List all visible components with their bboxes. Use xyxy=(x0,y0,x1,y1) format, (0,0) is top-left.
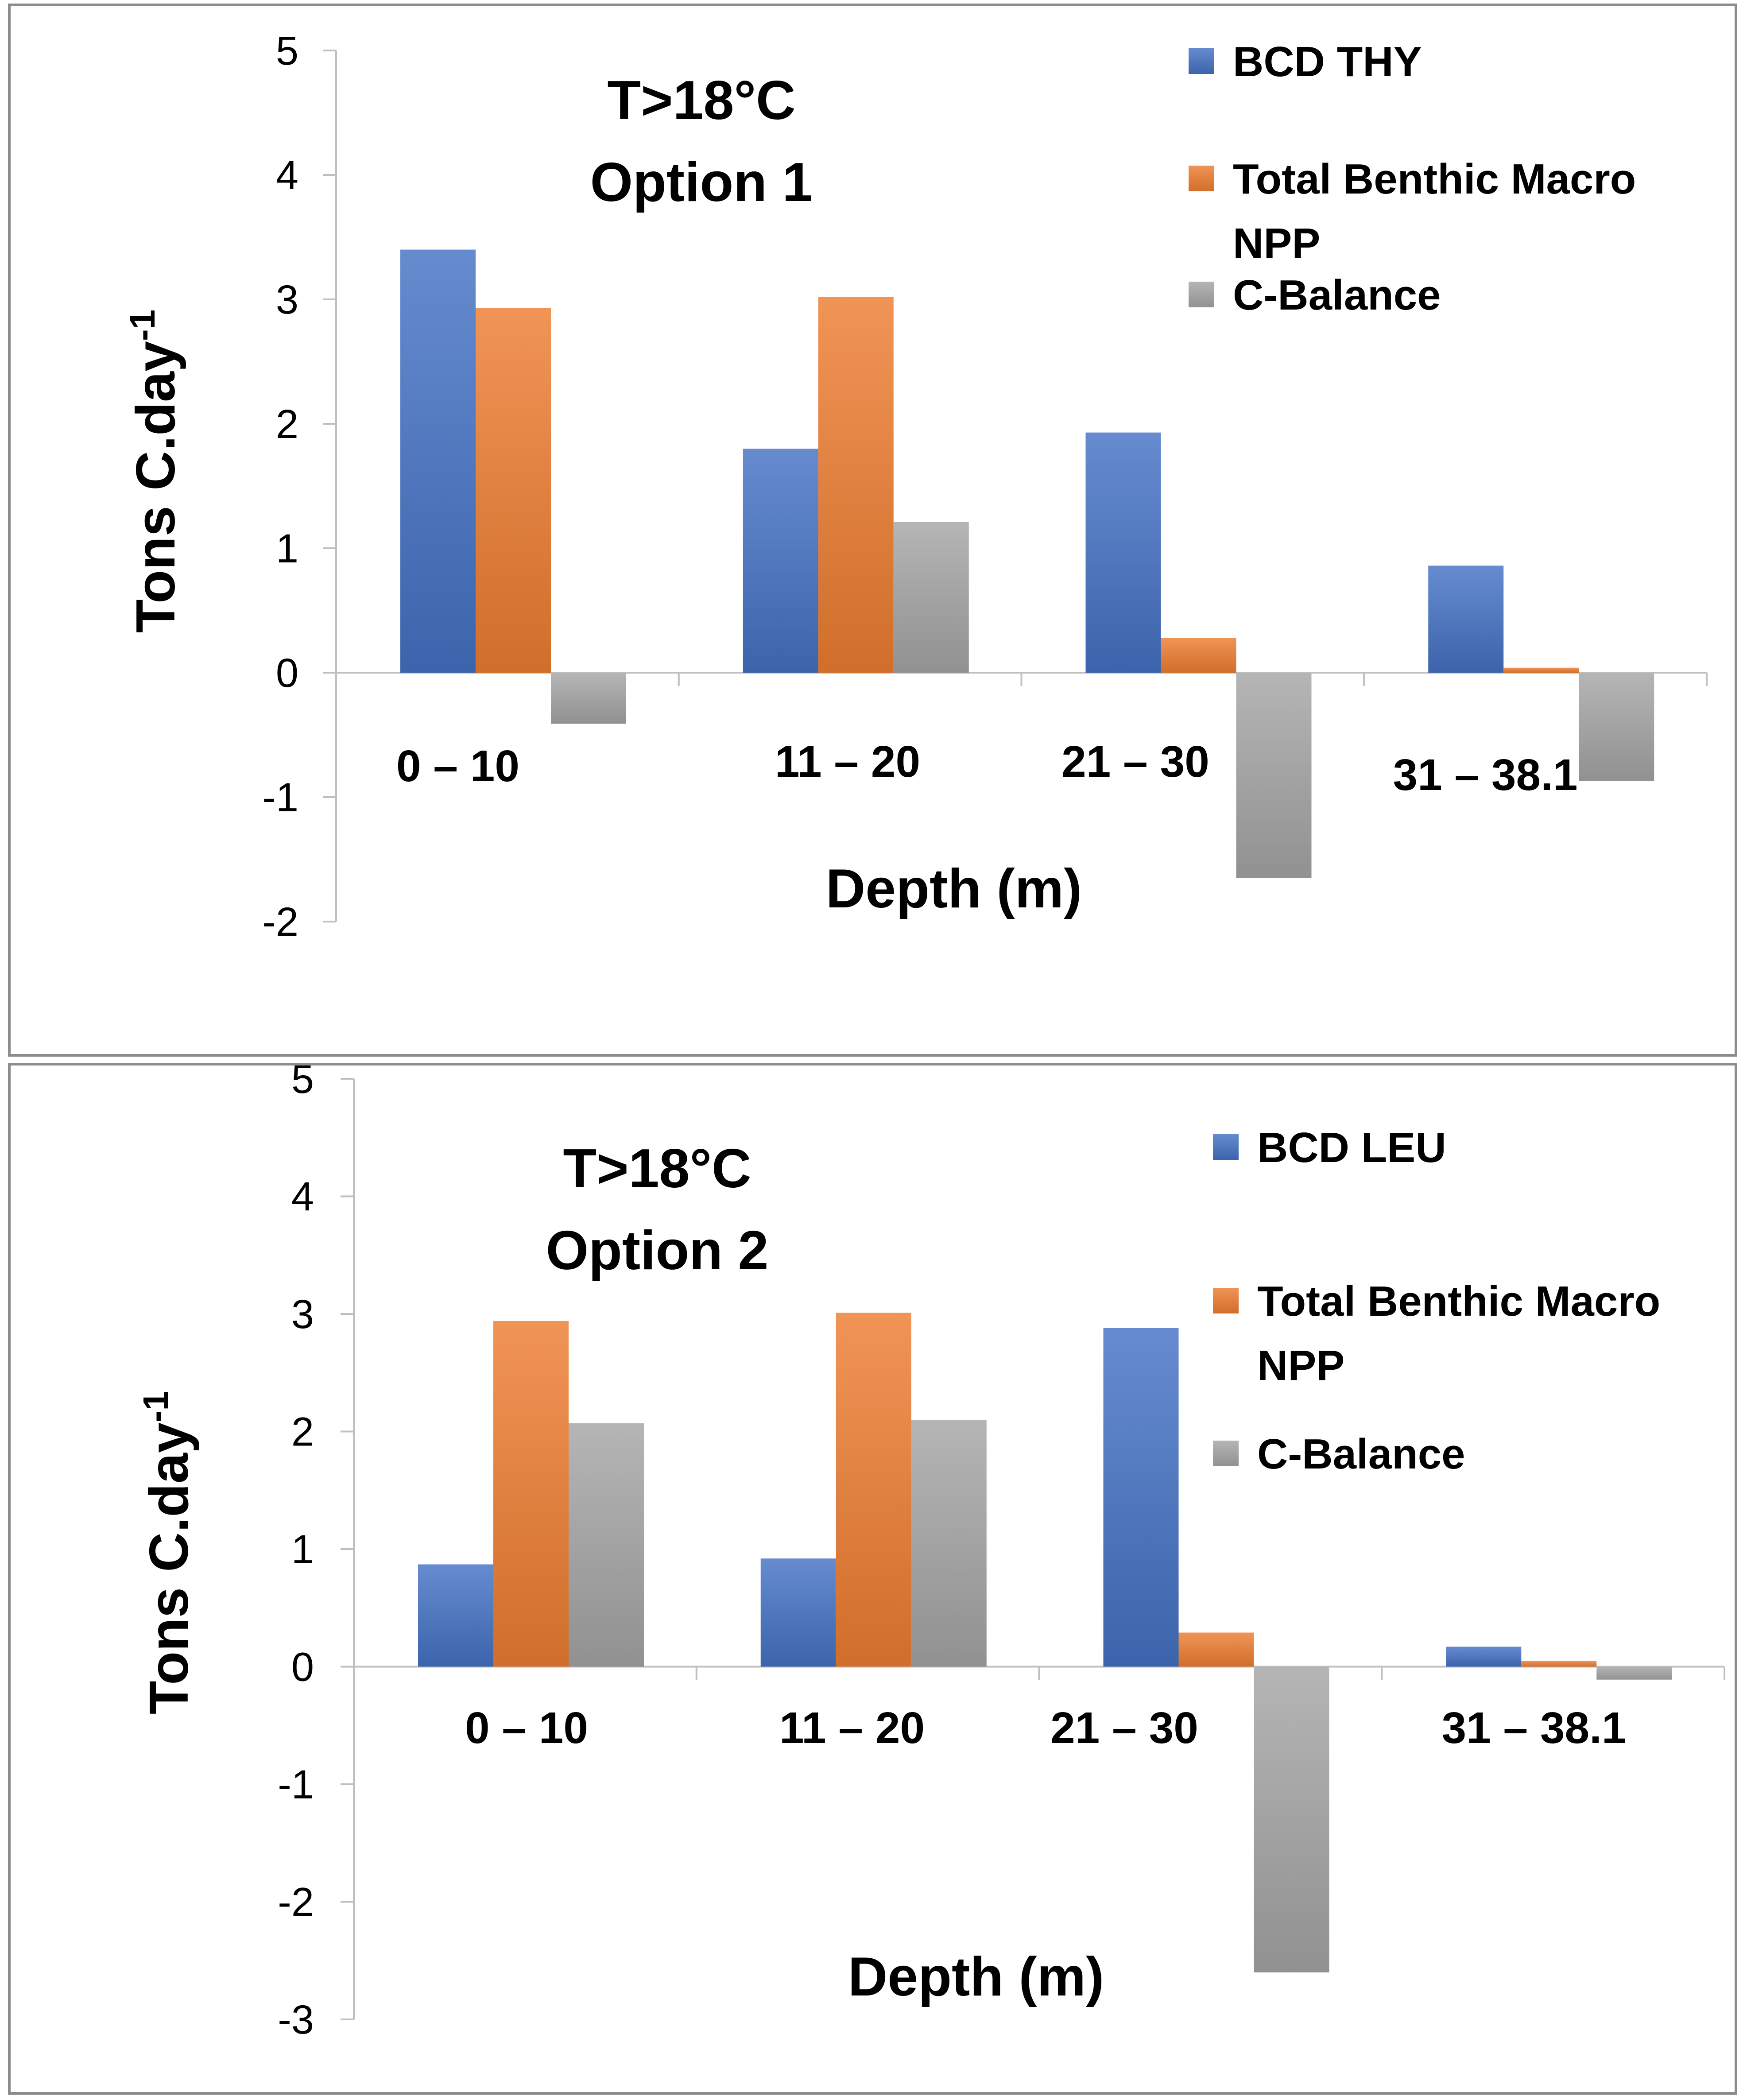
bar xyxy=(1446,1647,1522,1667)
bar xyxy=(1178,1632,1254,1667)
y-tick-label: 1 xyxy=(291,1527,314,1572)
legend-swatch xyxy=(1189,282,1214,307)
legend-label: Total Benthic Macro xyxy=(1257,1278,1660,1325)
y-tick-label: 2 xyxy=(291,1410,314,1455)
y-tick-label: 0 xyxy=(276,651,298,696)
x-category-label: 21 – 30 xyxy=(1050,1703,1198,1753)
bar xyxy=(1161,638,1236,673)
x-category-label: 0 – 10 xyxy=(465,1703,588,1753)
bar xyxy=(1596,1666,1672,1680)
bar xyxy=(911,1419,987,1667)
x-category-label: 0 – 10 xyxy=(396,741,519,791)
legend-label: BCD THY xyxy=(1233,38,1422,85)
chart-title: T>18°C xyxy=(563,1138,751,1199)
bar xyxy=(893,522,969,673)
y-tick-label: 3 xyxy=(276,277,298,322)
x-axis-title: Depth (m) xyxy=(848,1946,1104,2007)
legend-label: BCD LEU xyxy=(1257,1124,1446,1171)
legend-label: C-Balance xyxy=(1233,271,1441,319)
bar xyxy=(1103,1328,1179,1667)
y-tick-label: 4 xyxy=(291,1174,314,1220)
y-tick-label: 4 xyxy=(276,153,298,198)
chart-subtitle: Option 1 xyxy=(590,152,813,213)
bar xyxy=(836,1313,911,1667)
y-tick-label: -1 xyxy=(278,1762,314,1807)
bar xyxy=(569,1423,644,1667)
chart-option-2: 5 4 3 2 1 0 -1 -2 -3 0 – 10 11 – 20 21 – 30 31 – 38.… xyxy=(136,1065,1725,2042)
bar xyxy=(418,1564,493,1667)
x-category-label: 31 – 38.1 xyxy=(1393,750,1577,800)
y-tick-label: -2 xyxy=(278,1880,314,1925)
y-tick-label: 0 xyxy=(291,1645,314,1690)
x-category-label: 11 – 20 xyxy=(775,737,920,787)
x-axis-title: Depth (m) xyxy=(826,858,1082,919)
y-axis-title: Tons C.day-1 xyxy=(123,310,186,633)
bar xyxy=(1236,673,1312,878)
y-axis-title: Tons C.day-1 xyxy=(136,1391,200,1714)
bar xyxy=(400,249,476,673)
bar xyxy=(1085,432,1161,673)
y-tick-label: 2 xyxy=(276,402,298,447)
bar xyxy=(1428,566,1504,673)
chart-title: T>18°C xyxy=(607,70,795,131)
legend-swatch xyxy=(1213,1441,1239,1466)
legend-label: NPP xyxy=(1257,1342,1344,1389)
bar xyxy=(1579,673,1654,781)
bar xyxy=(743,449,818,673)
bar xyxy=(551,673,626,724)
legend-swatch xyxy=(1213,1134,1239,1160)
bar xyxy=(493,1321,569,1667)
bar xyxy=(760,1558,836,1667)
y-tick-label: 1 xyxy=(276,526,298,571)
bar xyxy=(476,308,551,673)
bar xyxy=(1521,1661,1597,1667)
legend-label: Total Benthic Macro xyxy=(1233,155,1636,203)
legend-label: C-Balance xyxy=(1257,1430,1465,1478)
y-tick-label: -3 xyxy=(278,1997,314,2042)
bar xyxy=(1503,667,1579,673)
chart-panel-option-2: 5 4 3 2 1 0 -1 -2 -3 0 – 10 11 – 20 21 – 30 31 – 38.… xyxy=(8,1063,1737,2095)
x-category-label: 21 – 30 xyxy=(1061,737,1209,787)
y-tick-label: 5 xyxy=(291,1065,314,1102)
chart-panel-option-1: 5 4 3 2 1 0 -1 -2 0 – 10 11 – 20 21 – 30 31 – 38.1 T… xyxy=(8,4,1737,1057)
legend-swatch xyxy=(1189,166,1214,191)
bar xyxy=(818,297,894,673)
y-tick-label: -1 xyxy=(262,775,298,820)
x-category-label: 31 – 38.1 xyxy=(1441,1703,1626,1753)
chart-subtitle: Option 2 xyxy=(546,1220,769,1281)
y-tick-label: -2 xyxy=(262,899,298,945)
legend-label: NPP xyxy=(1233,220,1320,267)
legend-swatch xyxy=(1213,1288,1239,1313)
y-tick-label: 3 xyxy=(291,1292,314,1337)
bar xyxy=(1254,1666,1329,1972)
x-category-label: 11 – 20 xyxy=(779,1703,925,1753)
legend-swatch xyxy=(1189,48,1214,74)
chart-option-1: 5 4 3 2 1 0 -1 -2 0 – 10 11 – 20 21 – 30 31 – 38.1 T… xyxy=(123,28,1708,945)
y-tick-label: 5 xyxy=(276,28,298,74)
